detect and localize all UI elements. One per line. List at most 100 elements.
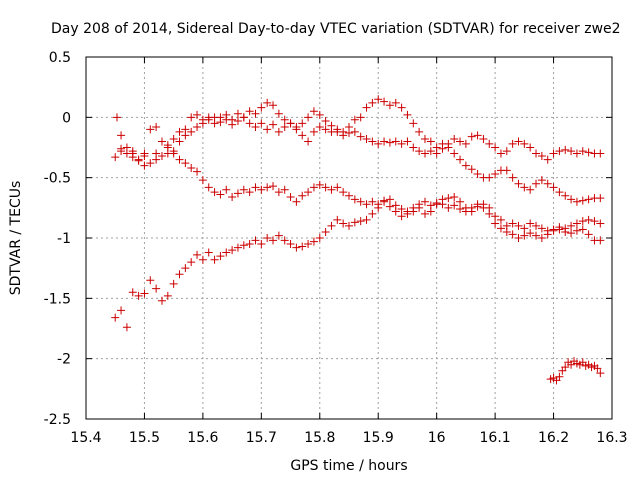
data-point: [140, 151, 149, 160]
data-point: [549, 226, 558, 235]
data-point: [292, 243, 301, 252]
data-point: [327, 185, 336, 194]
data-point: [222, 248, 231, 257]
data-point: [444, 203, 453, 212]
data-point: [549, 183, 558, 192]
data-point: [350, 195, 359, 204]
data-point: [456, 155, 465, 164]
data-point: [134, 291, 143, 300]
data-point: [514, 234, 523, 242]
data-point: [514, 137, 523, 146]
data-point: [596, 149, 605, 158]
data-point: [286, 192, 295, 201]
chart-title: Day 208 of 2014, Sidereal Day-to-day VTE…: [51, 21, 621, 37]
data-point: [216, 190, 225, 199]
data-point: [152, 155, 161, 164]
data-point: [403, 137, 412, 146]
data-point: [526, 229, 535, 238]
data-point: [280, 236, 289, 245]
data-point: [385, 101, 394, 110]
data-point: [304, 137, 313, 146]
data-point: [420, 197, 429, 206]
data-point: [245, 240, 254, 249]
data-point: [596, 219, 605, 228]
data-point: [456, 137, 465, 146]
data-point: [596, 236, 605, 245]
data-point: [175, 137, 184, 146]
data-point: [321, 125, 330, 134]
data-point: [532, 221, 541, 230]
data-point: [572, 219, 581, 228]
data-point: [216, 118, 225, 127]
data-point: [596, 194, 605, 203]
data-point: [157, 137, 166, 146]
data-point: [584, 230, 593, 239]
data-point: [532, 179, 541, 188]
data-point: [374, 203, 383, 212]
data-point: [467, 165, 476, 174]
data-point: [263, 234, 272, 242]
data-point: [467, 132, 476, 141]
data-point: [385, 138, 394, 147]
data-point: [257, 240, 266, 249]
data-point: [345, 129, 353, 138]
data-point: [450, 149, 459, 158]
data-point: [415, 147, 424, 156]
data-point: [584, 195, 593, 204]
data-point: [321, 227, 330, 236]
data-point: [508, 173, 517, 182]
data-point: [269, 120, 278, 129]
data-point: [181, 264, 190, 273]
data-point: [491, 212, 500, 221]
data-point: [152, 122, 161, 131]
data-point: [438, 200, 447, 209]
data-point: [245, 119, 254, 128]
data-point: [251, 183, 260, 192]
data-point: [508, 230, 517, 239]
data-point: [193, 122, 202, 131]
data-point: [298, 131, 307, 140]
data-point: [140, 289, 149, 298]
data-point: [567, 221, 576, 230]
data-point: [228, 120, 237, 129]
data-point: [111, 153, 120, 162]
data-point: [187, 113, 196, 122]
data-point: [245, 107, 254, 116]
data-point: [339, 219, 348, 228]
data-point: [169, 135, 178, 144]
data-point: [426, 207, 435, 216]
x-tick-label: 16.2: [538, 430, 569, 446]
data-point: [263, 98, 272, 107]
data-point: [362, 135, 371, 144]
data-point: [233, 116, 242, 125]
data-point: [391, 98, 400, 107]
data-point: [187, 164, 196, 173]
data-point: [345, 221, 353, 230]
data-point: [298, 191, 307, 200]
y-tick-label: -2: [57, 352, 71, 368]
data-point: [420, 209, 429, 218]
data-point: [216, 252, 225, 261]
y-axis-label: SDTVAR / TECUs: [8, 181, 24, 296]
data-point: [415, 127, 424, 136]
data-point: [362, 215, 371, 224]
data-point: [391, 207, 400, 216]
data-point: [327, 221, 336, 230]
data-point: [485, 139, 494, 148]
data-point: [228, 246, 237, 255]
data-point: [496, 215, 505, 224]
data-point: [315, 180, 324, 189]
data-point: [473, 170, 482, 179]
data-point: [315, 234, 324, 242]
data-points: [111, 95, 605, 385]
data-point: [298, 119, 307, 128]
data-point: [461, 207, 470, 216]
data-point: [239, 185, 248, 194]
data-point: [368, 137, 377, 146]
data-point: [350, 127, 359, 136]
data-point: [269, 182, 278, 191]
data-point: [380, 97, 389, 106]
data-point: [286, 119, 295, 128]
grid-lines: [86, 57, 612, 419]
series-track-lower: [111, 197, 605, 332]
